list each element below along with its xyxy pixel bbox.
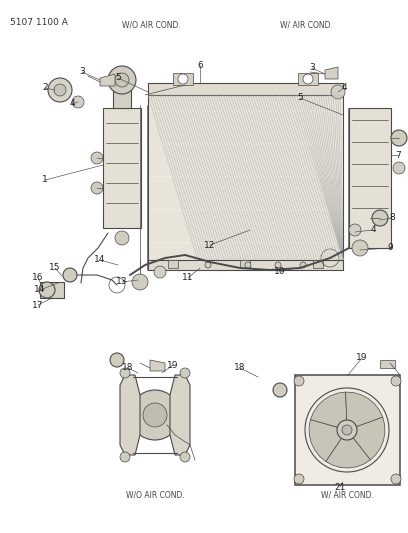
Text: W/O AIR COND.: W/O AIR COND. <box>126 490 184 499</box>
Text: W/ AIR COND.: W/ AIR COND. <box>321 490 373 499</box>
Circle shape <box>115 231 129 245</box>
Text: 8: 8 <box>389 214 395 222</box>
Text: 5: 5 <box>115 74 121 83</box>
Text: 4: 4 <box>370 225 376 235</box>
Circle shape <box>178 74 188 84</box>
Text: 17: 17 <box>32 301 44 310</box>
Circle shape <box>300 262 306 268</box>
Circle shape <box>63 268 77 282</box>
Polygon shape <box>150 360 165 371</box>
Text: 13: 13 <box>116 278 128 287</box>
Circle shape <box>132 274 148 290</box>
Polygon shape <box>326 438 370 468</box>
Bar <box>240 260 250 268</box>
Text: 19: 19 <box>167 360 179 369</box>
Text: 3: 3 <box>309 63 315 72</box>
Circle shape <box>391 376 401 386</box>
Text: 6: 6 <box>197 61 203 69</box>
Polygon shape <box>100 74 115 86</box>
Polygon shape <box>40 282 64 298</box>
Circle shape <box>303 74 313 84</box>
Text: 18: 18 <box>122 364 134 373</box>
Circle shape <box>72 96 84 108</box>
Text: 12: 12 <box>204 240 216 249</box>
Text: 14: 14 <box>34 286 46 295</box>
Circle shape <box>54 84 66 96</box>
Circle shape <box>39 282 55 298</box>
Circle shape <box>294 474 304 484</box>
Polygon shape <box>113 90 131 108</box>
Circle shape <box>120 368 130 378</box>
Text: W/ AIR COND.: W/ AIR COND. <box>279 20 333 29</box>
Text: 7: 7 <box>395 150 401 159</box>
Polygon shape <box>346 392 383 426</box>
Polygon shape <box>353 417 385 460</box>
Circle shape <box>245 262 251 268</box>
Bar <box>295 375 400 485</box>
Polygon shape <box>309 419 341 462</box>
Bar <box>298 73 318 85</box>
Circle shape <box>349 224 361 236</box>
Text: 3: 3 <box>79 68 85 77</box>
Text: 5107 1100 A: 5107 1100 A <box>10 18 68 27</box>
Circle shape <box>273 383 287 397</box>
Circle shape <box>352 240 368 256</box>
Bar <box>313 260 323 268</box>
Circle shape <box>372 210 388 226</box>
Text: 21: 21 <box>334 482 346 491</box>
Text: W/O AIR COND.: W/O AIR COND. <box>122 20 180 29</box>
Circle shape <box>180 452 190 462</box>
Circle shape <box>275 262 281 268</box>
Circle shape <box>205 262 211 268</box>
Circle shape <box>391 474 401 484</box>
Polygon shape <box>325 67 338 79</box>
Bar <box>148 83 343 95</box>
Polygon shape <box>103 108 141 228</box>
Bar <box>168 260 178 268</box>
Text: 1: 1 <box>42 175 48 184</box>
Text: 18: 18 <box>234 364 246 373</box>
Circle shape <box>180 368 190 378</box>
Text: 4: 4 <box>341 84 347 93</box>
Circle shape <box>391 130 407 146</box>
Bar <box>173 73 193 85</box>
Circle shape <box>110 353 124 367</box>
Circle shape <box>91 152 103 164</box>
Circle shape <box>91 182 103 194</box>
Circle shape <box>337 420 357 440</box>
Bar <box>148 95 343 260</box>
Circle shape <box>342 425 352 435</box>
Polygon shape <box>120 375 140 455</box>
Circle shape <box>115 73 129 87</box>
Text: 4: 4 <box>69 100 75 109</box>
Polygon shape <box>349 108 391 248</box>
Circle shape <box>294 376 304 386</box>
Text: 14: 14 <box>94 255 106 264</box>
Text: 5: 5 <box>297 93 303 102</box>
Circle shape <box>120 452 130 462</box>
Circle shape <box>393 162 405 174</box>
Text: 10: 10 <box>274 268 286 277</box>
Polygon shape <box>170 375 190 455</box>
Text: 2: 2 <box>42 84 48 93</box>
Circle shape <box>331 85 345 99</box>
Bar <box>148 260 343 270</box>
Circle shape <box>154 266 166 278</box>
Circle shape <box>48 78 72 102</box>
Text: 16: 16 <box>32 273 44 282</box>
Text: 15: 15 <box>49 263 61 272</box>
Text: 19: 19 <box>356 353 368 362</box>
Polygon shape <box>380 360 395 368</box>
Circle shape <box>130 390 180 440</box>
Polygon shape <box>310 392 347 427</box>
Text: 11: 11 <box>182 273 194 282</box>
Text: 9: 9 <box>387 244 393 253</box>
Circle shape <box>143 403 167 427</box>
Circle shape <box>108 66 136 94</box>
